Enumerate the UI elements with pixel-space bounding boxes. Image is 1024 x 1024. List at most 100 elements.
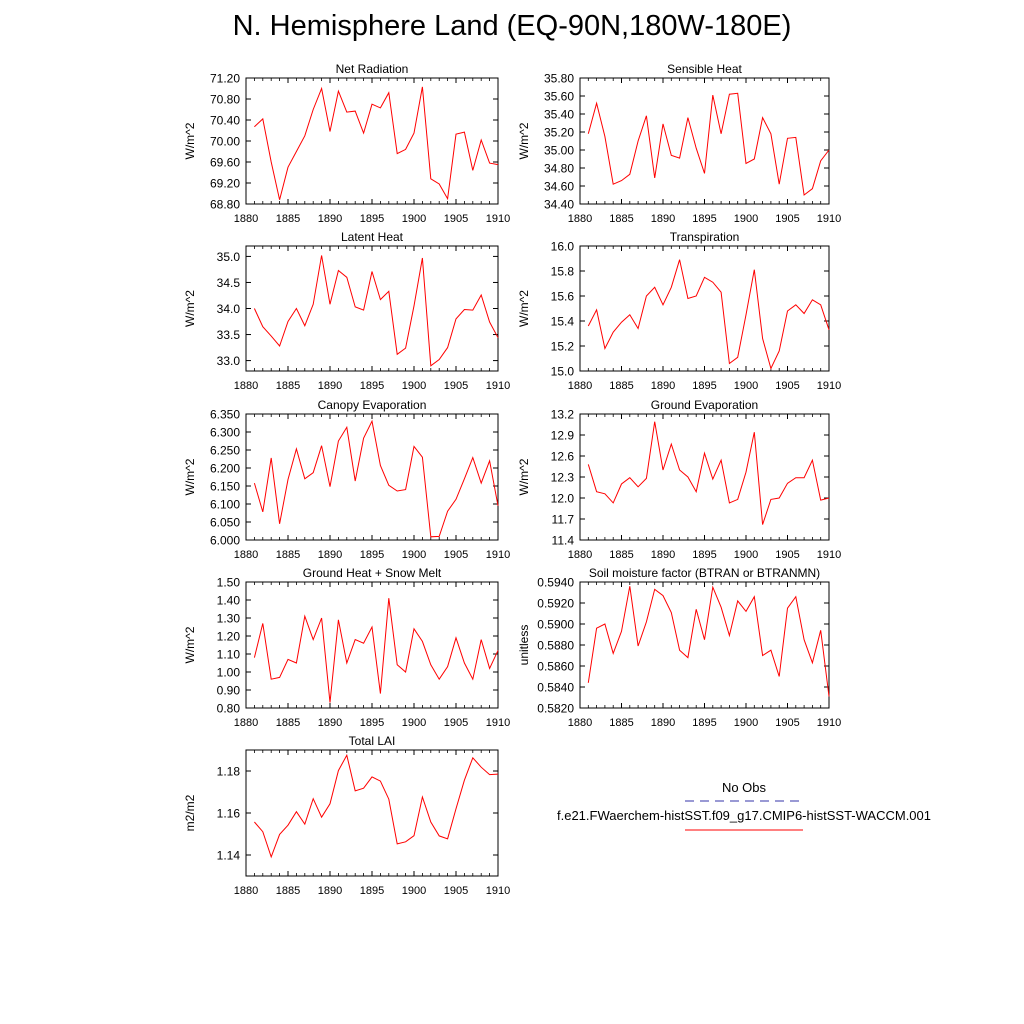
x-tick-label: 1880 — [568, 549, 592, 561]
x-tick-label: 1905 — [775, 380, 799, 392]
x-tick-label: 1880 — [568, 213, 592, 225]
y-tick-label: 35.0 — [217, 250, 241, 264]
series-line — [253, 598, 499, 703]
x-tick-label: 1895 — [360, 549, 384, 561]
y-tick-label: 70.40 — [210, 114, 240, 128]
y-tick-label: 6.200 — [210, 462, 240, 476]
x-tick-label: 1895 — [692, 380, 716, 392]
y-tick-label: 1.50 — [217, 576, 241, 590]
y-axis-label: W/m^2 — [183, 122, 197, 159]
y-tick-label: 1.40 — [217, 594, 241, 608]
x-tick-label: 1905 — [775, 717, 799, 729]
y-tick-label: 70.00 — [210, 135, 240, 149]
y-axis-label: W/m^2 — [183, 626, 197, 663]
x-tick-label: 1880 — [234, 717, 258, 729]
y-tick-label: 0.80 — [217, 702, 241, 716]
x-tick-label: 1880 — [234, 549, 258, 561]
x-tick-label: 1910 — [817, 213, 841, 225]
series-line — [587, 92, 830, 196]
x-tick-label: 1905 — [444, 213, 468, 225]
y-tick-label: 34.5 — [217, 276, 241, 290]
x-tick-label: 1910 — [817, 549, 841, 561]
x-tick-label: 1905 — [444, 717, 468, 729]
x-tick-label: 1905 — [444, 885, 468, 897]
y-tick-label: 1.18 — [217, 765, 241, 779]
x-tick-label: 1885 — [276, 213, 300, 225]
y-tick-label: 13.2 — [551, 408, 575, 422]
y-tick-label: 35.60 — [544, 90, 574, 104]
x-tick-label: 1885 — [609, 549, 633, 561]
x-tick-label: 1890 — [318, 717, 342, 729]
x-tick-label: 1910 — [486, 380, 510, 392]
y-tick-label: 35.20 — [544, 126, 574, 140]
plot-title: Soil moisture factor (BTRAN or BTRANMN) — [589, 566, 820, 580]
x-tick-label: 1890 — [318, 885, 342, 897]
series-line — [587, 585, 830, 697]
y-axis-label: W/m^2 — [517, 458, 531, 495]
legend-label-model: f.e21.FWaerchem-histSST.f09_g17.CMIP6-hi… — [557, 808, 931, 823]
y-tick-label: 33.5 — [217, 328, 241, 342]
legend-label-no-obs: No Obs — [722, 780, 767, 795]
y-tick-label: 0.5940 — [537, 576, 574, 590]
y-tick-label: 1.20 — [217, 630, 241, 644]
x-tick-label: 1880 — [568, 380, 592, 392]
y-tick-label: 34.0 — [217, 302, 241, 316]
x-tick-label: 1900 — [402, 885, 426, 897]
y-tick-label: 33.0 — [217, 354, 241, 368]
plot-title: Transpiration — [670, 230, 740, 244]
plot-title: Ground Evaporation — [651, 398, 758, 412]
plot-title: Latent Heat — [341, 230, 404, 244]
x-tick-label: 1890 — [651, 549, 675, 561]
series-line — [254, 753, 499, 859]
y-tick-label: 0.5820 — [537, 702, 574, 716]
x-tick-label: 1910 — [817, 717, 841, 729]
x-tick-label: 1900 — [734, 717, 758, 729]
y-tick-label: 15.4 — [551, 315, 575, 329]
plot-title: Total LAI — [349, 734, 396, 748]
x-tick-label: 1890 — [318, 380, 342, 392]
series-line — [253, 255, 499, 367]
x-tick-label: 1880 — [234, 885, 258, 897]
x-tick-label: 1910 — [486, 549, 510, 561]
y-tick-label: 69.60 — [210, 156, 240, 170]
y-tick-label: 34.80 — [544, 162, 574, 176]
x-tick-label: 1885 — [609, 717, 633, 729]
y-tick-label: 35.00 — [544, 144, 574, 158]
x-tick-label: 1885 — [276, 549, 300, 561]
x-tick-label: 1900 — [402, 213, 426, 225]
x-tick-label: 1895 — [692, 717, 716, 729]
y-tick-label: 6.000 — [210, 534, 240, 548]
series-line — [253, 419, 499, 538]
y-tick-label: 1.10 — [217, 648, 241, 662]
y-tick-label: 16.0 — [551, 240, 575, 254]
y-tick-label: 15.8 — [551, 265, 575, 279]
x-tick-label: 1890 — [318, 213, 342, 225]
y-axis-label: m2/m2 — [183, 794, 197, 831]
y-tick-label: 6.350 — [210, 408, 240, 422]
y-tick-label: 0.5920 — [537, 597, 574, 611]
x-tick-label: 1880 — [568, 717, 592, 729]
y-tick-label: 71.20 — [210, 72, 240, 86]
y-tick-label: 12.3 — [551, 471, 575, 485]
x-tick-label: 1895 — [692, 213, 716, 225]
y-tick-label: 1.00 — [217, 666, 241, 680]
y-tick-label: 1.30 — [217, 612, 241, 626]
x-tick-label: 1910 — [817, 380, 841, 392]
x-tick-label: 1890 — [651, 380, 675, 392]
x-tick-label: 1895 — [360, 885, 384, 897]
x-tick-label: 1905 — [444, 549, 468, 561]
series-line — [587, 421, 830, 525]
y-tick-label: 6.150 — [210, 480, 240, 494]
y-tick-label: 70.80 — [210, 93, 240, 107]
plot-title: Sensible Heat — [667, 62, 742, 76]
y-tick-label: 0.90 — [217, 684, 241, 698]
x-tick-label: 1895 — [360, 213, 384, 225]
y-tick-label: 11.7 — [552, 513, 575, 527]
y-tick-label: 12.9 — [551, 429, 575, 443]
y-tick-label: 12.0 — [551, 492, 575, 506]
x-tick-label: 1905 — [775, 549, 799, 561]
x-tick-label: 1885 — [609, 380, 633, 392]
series-line — [254, 86, 499, 201]
y-tick-label: 6.050 — [210, 516, 240, 530]
